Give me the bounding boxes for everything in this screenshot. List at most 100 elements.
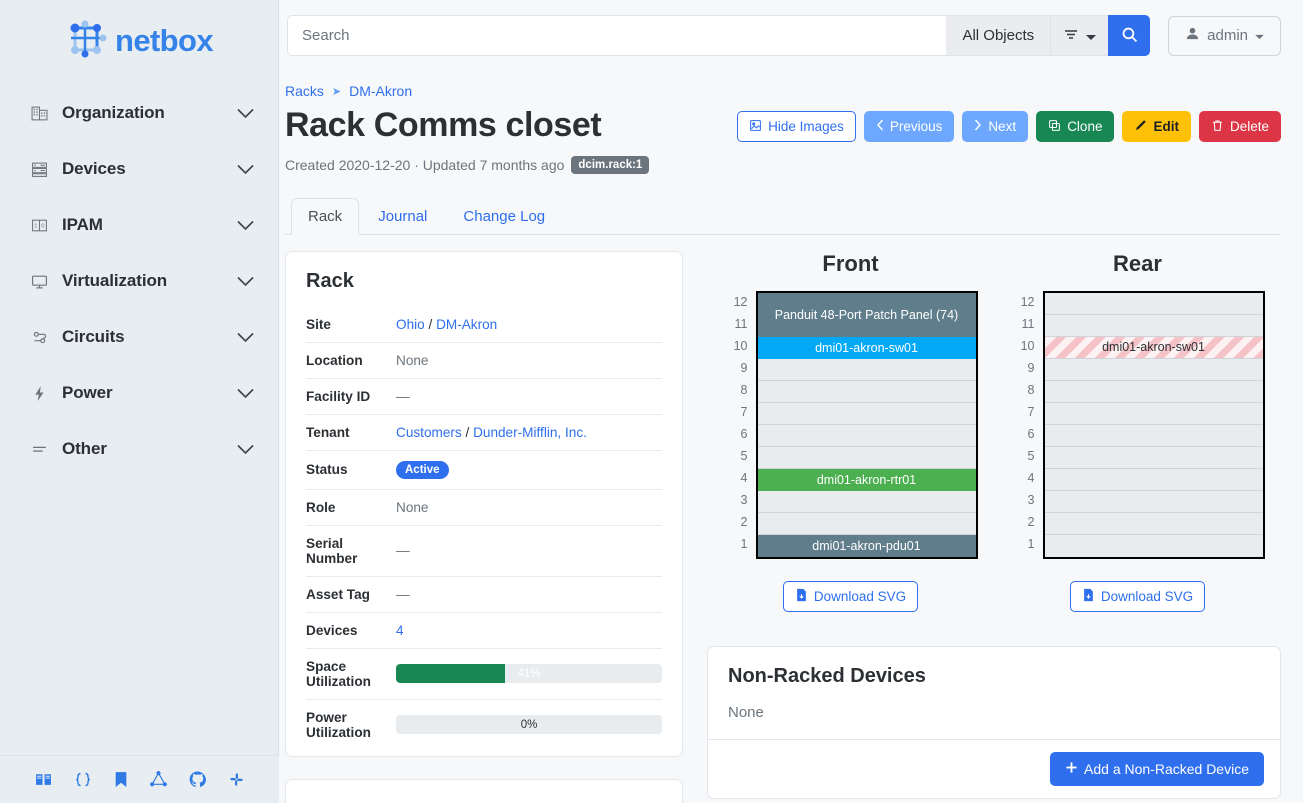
- rack-device-label: dmi01-akron-sw01: [815, 340, 918, 355]
- rack-empty-slot[interactable]: [757, 402, 976, 425]
- rack-unit-number: 8: [740, 382, 748, 397]
- rack-device-slot[interactable]: dmi01-akron-rtr01: [757, 468, 976, 491]
- edit-label: Edit: [1153, 119, 1179, 134]
- rack-empty-slot[interactable]: [757, 490, 976, 513]
- rack-device-slot[interactable]: dmi01-akron-sw01: [757, 336, 976, 359]
- page-header: Rack Comms closet Created 2020-12-20 · U…: [285, 101, 1281, 174]
- rear-elevation: Rear 12 11 10 9 8 7 6 5 4 3 2 1 dmi01-akron-sw01: [994, 251, 1281, 612]
- table-row: Tenant Customers / Dunder-Mifflin, Inc.: [306, 414, 662, 450]
- bookmark-icon[interactable]: [114, 771, 128, 788]
- sidebar-item-organization[interactable]: Organization: [0, 85, 278, 141]
- sidebar-item-virtualization[interactable]: Virtualization: [0, 253, 278, 309]
- content-columns: Rack Site Ohio / DM-Akron: [285, 235, 1281, 803]
- download-svg-front-button[interactable]: Download SVG: [782, 580, 919, 612]
- rack-empty-slot[interactable]: [757, 358, 976, 381]
- rack-device-slot[interactable]: dmi01-akron-sw01: [1044, 336, 1263, 359]
- rack-empty-slot[interactable]: [1044, 380, 1263, 403]
- search-submit-button[interactable]: [1108, 15, 1151, 56]
- tab-journal[interactable]: Journal: [361, 198, 444, 235]
- brand-name: netbox: [114, 23, 214, 58]
- download-svg-rear-button[interactable]: Download SVG: [1069, 580, 1206, 612]
- breadcrumb-item-racks[interactable]: Racks: [285, 83, 324, 99]
- chevron-down-icon[interactable]: [237, 108, 254, 119]
- delete-label: Delete: [1229, 119, 1269, 134]
- devices-count-link[interactable]: 4: [396, 622, 404, 638]
- user-menu-button[interactable]: admin: [1168, 15, 1281, 56]
- next-label: Next: [988, 119, 1017, 134]
- chevron-down-icon[interactable]: [237, 332, 254, 343]
- row-label-location: Location: [306, 352, 363, 368]
- sidebar-item-power[interactable]: Power: [0, 365, 278, 421]
- edit-button[interactable]: Edit: [1122, 111, 1191, 142]
- site-link[interactable]: DM-Akron: [436, 316, 498, 332]
- table-row: Role None: [306, 489, 662, 525]
- rack-empty-slot[interactable]: [1044, 424, 1263, 447]
- rack-empty-slot[interactable]: [757, 512, 976, 535]
- object-scope-select[interactable]: All Objects: [946, 15, 1051, 56]
- hide-images-button[interactable]: Hide Images: [737, 111, 856, 142]
- rack-device-slot[interactable]: dmi01-akron-pdu01: [757, 534, 976, 557]
- github-icon[interactable]: [189, 771, 206, 788]
- tab-change-log[interactable]: Change Log: [446, 198, 562, 235]
- rack-detail-card: Rack Site Ohio / DM-Akron: [285, 250, 683, 757]
- sidebar-item-ipam[interactable]: 1 0 IPAM: [0, 197, 278, 253]
- slack-icon[interactable]: [228, 771, 245, 788]
- main-region: All Objects: [279, 0, 1303, 803]
- docs-book-icon[interactable]: [35, 771, 52, 788]
- add-non-racked-device-button[interactable]: Add a Non-Racked Device: [1050, 751, 1264, 786]
- tenant-link[interactable]: Dunder-Mifflin, Inc.: [473, 424, 587, 440]
- rack-empty-slot[interactable]: [1044, 358, 1263, 381]
- sidebar-item-other[interactable]: Other: [0, 421, 278, 477]
- site-region-link[interactable]: Ohio: [396, 316, 425, 332]
- search-input[interactable]: [287, 15, 947, 56]
- graphql-icon[interactable]: [149, 771, 167, 788]
- chevron-down-icon[interactable]: [237, 220, 254, 231]
- sidebar-label-virtualization: Virtualization: [62, 271, 168, 290]
- rack-device-slot[interactable]: Panduit 48-Port Patch Panel (74): [757, 292, 976, 337]
- api-braces-icon[interactable]: [74, 771, 92, 788]
- rack-empty-slot[interactable]: [1044, 446, 1263, 469]
- previous-button[interactable]: Previous: [863, 111, 955, 142]
- clone-button[interactable]: Clone: [1036, 111, 1115, 142]
- chevron-down-icon[interactable]: [237, 388, 254, 399]
- sidebar-item-devices[interactable]: Devices: [0, 141, 278, 197]
- rack-unit-number: 9: [1027, 360, 1035, 375]
- breadcrumb-item-site[interactable]: DM-Akron: [349, 83, 413, 99]
- tenant-group-link[interactable]: Customers: [396, 424, 462, 440]
- front-elevation: Front 12 11 10 9 8 7 6 5 4 3 2 1 Panduit 48-Port Pa…: [707, 251, 994, 612]
- table-row: Site Ohio / DM-Akron: [306, 307, 662, 343]
- rack-empty-slot[interactable]: [1044, 534, 1263, 557]
- rack-empty-slot[interactable]: [757, 380, 976, 403]
- lines-icon: [28, 438, 50, 460]
- delete-button[interactable]: Delete: [1198, 111, 1281, 142]
- table-row: Facility ID —: [306, 378, 662, 414]
- non-racked-devices-card: Non-Racked Devices None: [707, 645, 1281, 799]
- brand-logo[interactable]: netbox: [0, 0, 278, 79]
- rack-empty-slot[interactable]: [757, 446, 976, 469]
- table-row: Serial Number —: [306, 525, 662, 576]
- rack-unit-number: 11: [1021, 316, 1035, 331]
- filter-button[interactable]: [1050, 15, 1109, 56]
- sidebar-item-circuits[interactable]: Circuits: [0, 309, 278, 365]
- chevron-down-icon[interactable]: [237, 164, 254, 175]
- rack-attributes-table: Site Ohio / DM-Akron Location: [306, 307, 662, 750]
- rack-empty-slot[interactable]: [1044, 512, 1263, 535]
- row-value-devices: 4: [396, 612, 662, 648]
- netbox-logo-icon: [65, 18, 109, 63]
- rack-empty-slot[interactable]: [1044, 314, 1263, 337]
- tab-journal-label: Journal: [378, 207, 428, 225]
- rack-empty-slot[interactable]: [757, 424, 976, 447]
- front-download-row: Download SVG: [782, 580, 919, 612]
- rack-empty-slot[interactable]: [1044, 402, 1263, 425]
- tab-rack[interactable]: Rack: [291, 197, 360, 235]
- link-separator: /: [465, 424, 470, 440]
- chevron-down-icon[interactable]: [237, 444, 254, 455]
- rack-empty-slot[interactable]: [1044, 490, 1263, 513]
- chevron-down-icon[interactable]: [237, 276, 254, 287]
- previous-label: Previous: [889, 119, 943, 134]
- rack-unit-number: 10: [733, 338, 748, 353]
- next-button[interactable]: Next: [962, 111, 1029, 142]
- rack-empty-slot[interactable]: [1044, 292, 1263, 315]
- rack-unit-number: 2: [1027, 514, 1035, 529]
- rack-empty-slot[interactable]: [1044, 468, 1263, 491]
